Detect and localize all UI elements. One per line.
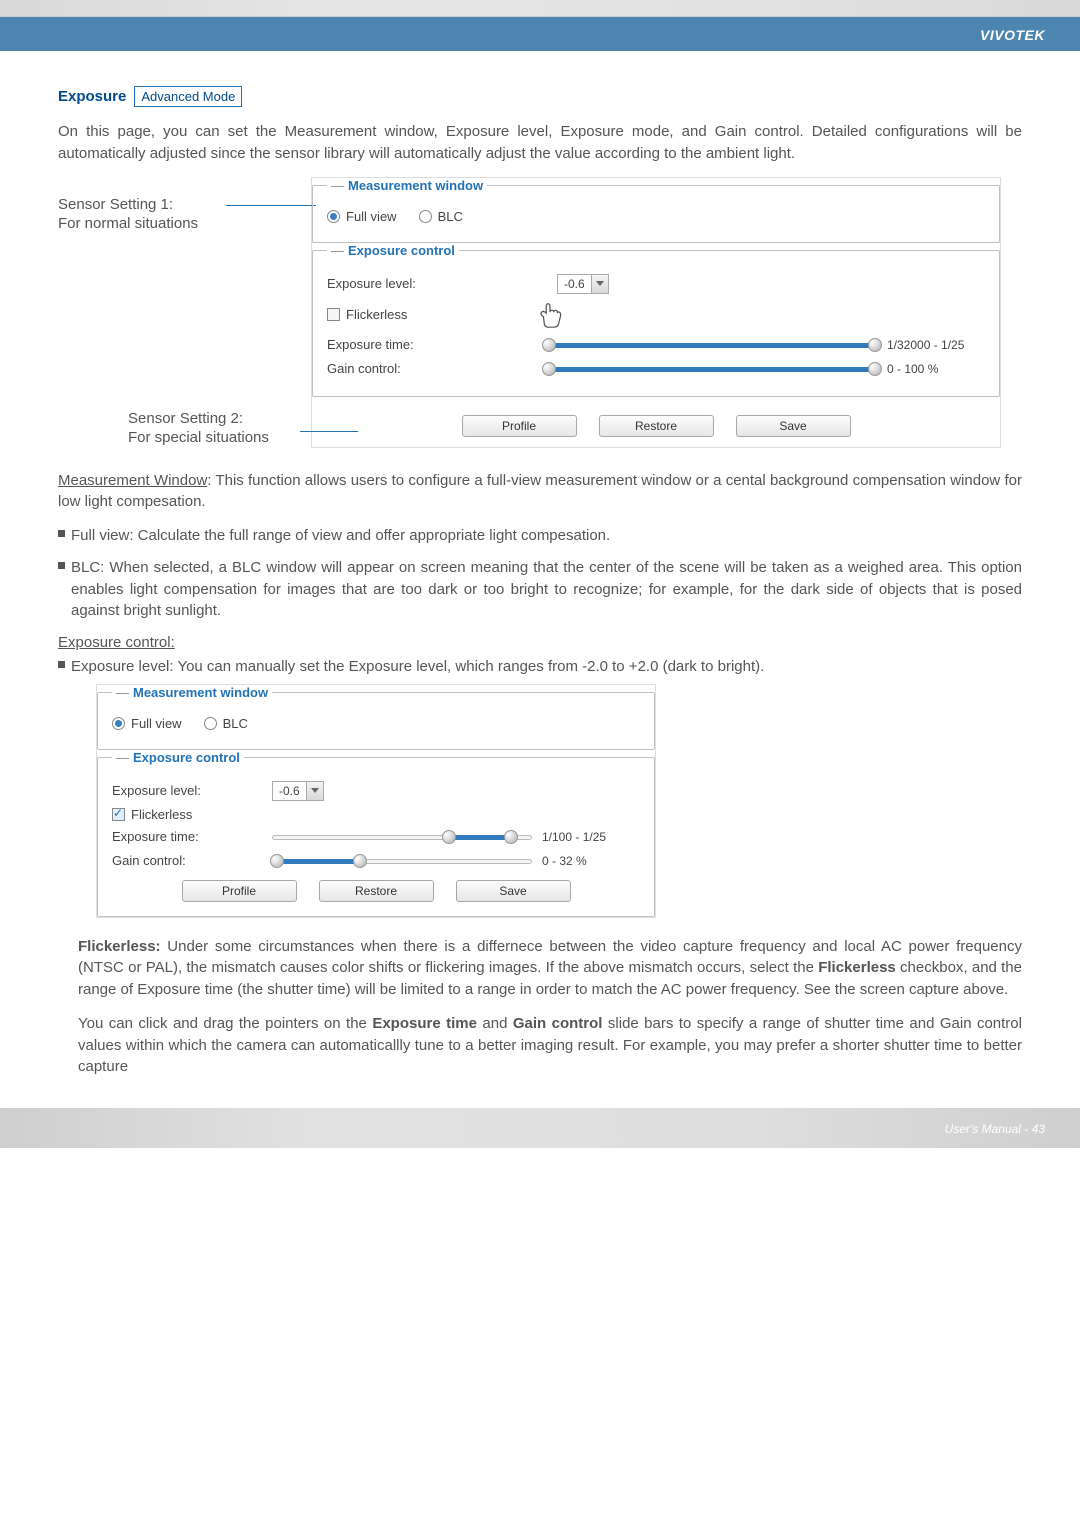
exposure-time-slider-2[interactable]: [272, 828, 532, 846]
settings-panel-1: —Measurement window Full view BLC —Expos…: [311, 177, 1001, 448]
gain-control-slider-2[interactable]: [272, 852, 532, 870]
panel1-button-row: Profile Restore Save: [312, 407, 1000, 445]
exposure-level-label: Exposure level:: [327, 276, 487, 291]
blc-radio[interactable]: [419, 210, 432, 223]
save-button[interactable]: Save: [736, 415, 851, 437]
ec-bullet-1: Exposure level: You can manually set the…: [58, 656, 1022, 678]
sensor1-label: Sensor Setting 1: For normal situations: [58, 195, 198, 234]
exposure-level-select-2[interactable]: -0.6: [272, 781, 324, 801]
brand-header: VIVOTEK: [0, 17, 1080, 51]
intro-paragraph: On this page, you can set the Measuremen…: [58, 121, 1022, 165]
exposure-level-value: -0.6: [558, 277, 591, 291]
profile-button-2[interactable]: Profile: [182, 880, 297, 902]
exposure-time-label: Exposure time:: [327, 337, 487, 352]
panel1-wrap: Sensor Setting 1: For normal situations …: [58, 177, 1022, 448]
mw-bullet-2: BLC: When selected, a BLC window will ap…: [58, 557, 1022, 622]
flickerless-checkbox[interactable]: [327, 308, 340, 321]
exposure-level-select[interactable]: -0.6: [557, 274, 609, 294]
exposure-legend-2: —Exposure control: [112, 750, 244, 765]
sensor1-connector: [226, 205, 316, 206]
flickerless-label: Flickerless: [346, 307, 407, 322]
blc-label-2: BLC: [223, 716, 248, 731]
dropdown-arrow-icon: [306, 782, 323, 800]
gain-control-label: Gain control:: [327, 361, 487, 376]
section-title: Exposure: [58, 88, 126, 105]
ec-heading-line: Exposure control:: [58, 632, 1022, 654]
gain-control-row: Gain control: 0 - 100 %: [327, 360, 985, 378]
mw-heading: Measurement Window: [58, 472, 207, 489]
sensor2-label: Sensor Setting 2: For special situations: [128, 409, 269, 448]
exposure-time-value: 1/32000 - 1/25: [887, 338, 964, 352]
exposure-level-row-2: Exposure level: -0.6: [112, 781, 640, 801]
footer-bar: User's Manual - 43: [0, 1108, 1080, 1148]
exposure-time-row: Exposure time: 1/32000 - 1/25: [327, 336, 985, 354]
measurement-options-row: Full view BLC: [327, 209, 985, 224]
exposure-time-slider[interactable]: [547, 336, 877, 354]
sensor2-connector: [300, 431, 358, 432]
mw-bullet-2-text: BLC: When selected, a BLC window will ap…: [71, 557, 1022, 622]
profile-button[interactable]: Profile: [462, 415, 577, 437]
measurement-window-group: —Measurement window Full view BLC: [312, 178, 1000, 243]
measurement-legend: —Measurement window: [327, 178, 487, 193]
bullet-icon: [58, 530, 65, 537]
gain-control-value-2: 0 - 32 %: [542, 854, 587, 868]
gain-control-slider[interactable]: [547, 360, 877, 378]
dropdown-arrow-icon: [591, 275, 608, 293]
save-button-2[interactable]: Save: [456, 880, 571, 902]
sensor1-line2: For normal situations: [58, 215, 198, 232]
mw-bullet-1: Full view: Calculate the full range of v…: [58, 525, 1022, 547]
restore-button-2[interactable]: Restore: [319, 880, 434, 902]
drag-paragraph: You can click and drag the pointers on t…: [78, 1013, 1022, 1078]
fullview-radio[interactable]: [327, 210, 340, 223]
exposure-level-label-2: Exposure level:: [112, 783, 272, 798]
sensor1-line1: Sensor Setting 1:: [58, 196, 173, 213]
bullet-icon: [58, 661, 65, 668]
mw-paragraph: Measurement Window: This function allows…: [58, 470, 1022, 514]
gain-control-label-2: Gain control:: [112, 853, 272, 868]
flickerless-paragraph: Flickerless: Under some circumstances wh…: [78, 936, 1022, 1001]
measurement-window-group-2: —Measurement window Full view BLC: [97, 685, 655, 750]
blc-radio-2[interactable]: [204, 717, 217, 730]
exposure-time-value-2: 1/100 - 1/25: [542, 830, 606, 844]
sensor2-line1: Sensor Setting 2:: [128, 410, 243, 427]
exposure-control-group-2: —Exposure control Exposure level: -0.6 F…: [97, 750, 655, 917]
measurement-legend-2: —Measurement window: [112, 685, 272, 700]
flickerless-checkbox-2[interactable]: [112, 808, 125, 821]
ec-bullet-1-text: Exposure level: You can manually set the…: [71, 656, 764, 678]
sensor2-line2: For special situations: [128, 429, 269, 446]
hand-icon: [535, 300, 565, 330]
exposure-time-row-2: Exposure time: 1/100 - 1/25: [112, 828, 640, 846]
exposure-time-label-2: Exposure time:: [112, 829, 272, 844]
ec-heading: Exposure control:: [58, 634, 175, 651]
advanced-mode-badge: Advanced Mode: [134, 86, 242, 107]
flickerless-label-2: Flickerless: [131, 807, 192, 822]
blc-label: BLC: [438, 209, 463, 224]
flickerless-row: Flickerless: [327, 300, 985, 330]
gain-control-row-2: Gain control: 0 - 32 %: [112, 852, 640, 870]
exposure-legend: —Exposure control: [327, 243, 459, 258]
measurement-options-row-2: Full view BLC: [112, 716, 640, 731]
page-content: Exposure Advanced Mode On this page, you…: [0, 51, 1080, 1108]
section-title-row: Exposure Advanced Mode: [58, 86, 1022, 107]
top-gradient-band: [0, 0, 1080, 17]
exposure-control-group: —Exposure control Exposure level: -0.6 F…: [312, 243, 1000, 397]
exposure-level-value-2: -0.6: [273, 784, 306, 798]
restore-button[interactable]: Restore: [599, 415, 714, 437]
fullview-label: Full view: [346, 209, 397, 224]
fullview-label-2: Full view: [131, 716, 182, 731]
settings-panel-2: —Measurement window Full view BLC —Expos…: [96, 684, 656, 918]
panel2-button-row: Profile Restore Save: [112, 880, 640, 902]
fullview-radio-2[interactable]: [112, 717, 125, 730]
gain-control-value: 0 - 100 %: [887, 362, 938, 376]
mw-bullet-1-text: Full view: Calculate the full range of v…: [71, 525, 610, 547]
exposure-level-row: Exposure level: -0.6: [327, 274, 985, 294]
bullet-icon: [58, 562, 65, 569]
flickerless-row-2: Flickerless: [112, 807, 640, 822]
